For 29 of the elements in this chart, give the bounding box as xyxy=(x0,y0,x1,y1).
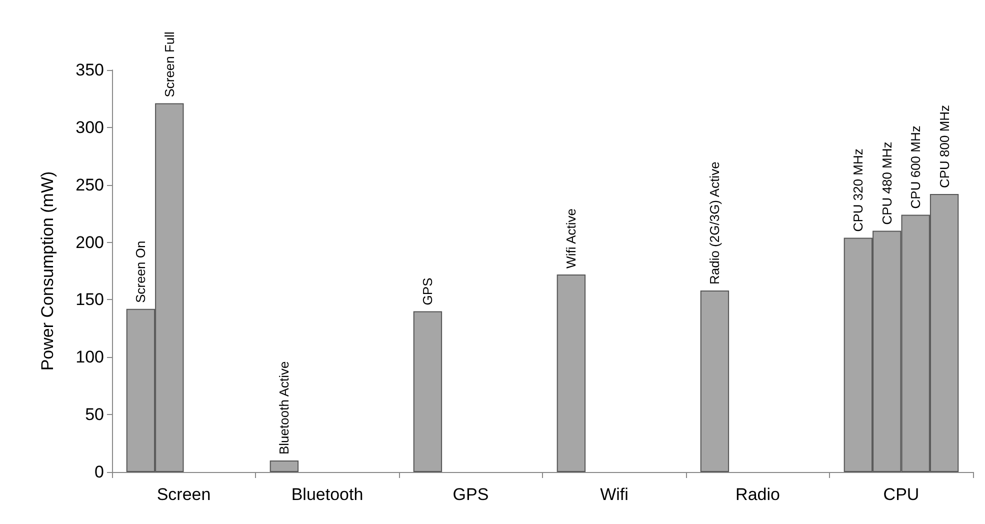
x-tick-label: GPS xyxy=(452,485,489,504)
y-tick-label: 150 xyxy=(76,290,104,310)
data-label: Bluetooth Active xyxy=(276,361,292,455)
data-label: GPS xyxy=(420,277,436,306)
y-tick-label: 300 xyxy=(76,118,104,137)
y-tick-label: 0 xyxy=(94,462,104,482)
data-label: CPU 320 MHz xyxy=(850,148,866,232)
data-label: CPU 800 MHz xyxy=(936,104,952,188)
x-tick-label: Wifi xyxy=(600,485,628,504)
y-tick-label: 50 xyxy=(85,405,104,424)
y-tick-label: 100 xyxy=(76,348,104,367)
bar xyxy=(556,274,586,472)
y-tick-label: 250 xyxy=(76,175,104,194)
x-tick-label: CPU xyxy=(883,485,920,504)
x-tick-label: Bluetooth xyxy=(291,485,364,504)
data-label: Wifi Active xyxy=(564,208,579,268)
data-label: CPU 600 MHz xyxy=(908,126,924,209)
y-tick-label: 200 xyxy=(76,232,104,252)
data-label: Screen Full xyxy=(162,31,177,98)
bar xyxy=(270,460,299,472)
data-label: Screen On xyxy=(133,240,148,303)
bar xyxy=(413,311,442,472)
data-label: Radio (2G/3G) Active xyxy=(707,162,722,285)
x-tick-label: Radio xyxy=(736,485,780,504)
bar xyxy=(700,290,730,472)
data-label: CPU 480 MHz xyxy=(879,142,894,225)
y-tick-label: 350 xyxy=(76,60,104,80)
x-tick-label: Screen xyxy=(156,485,211,504)
y-axis-title: Power Consumption (mW) xyxy=(38,171,57,371)
